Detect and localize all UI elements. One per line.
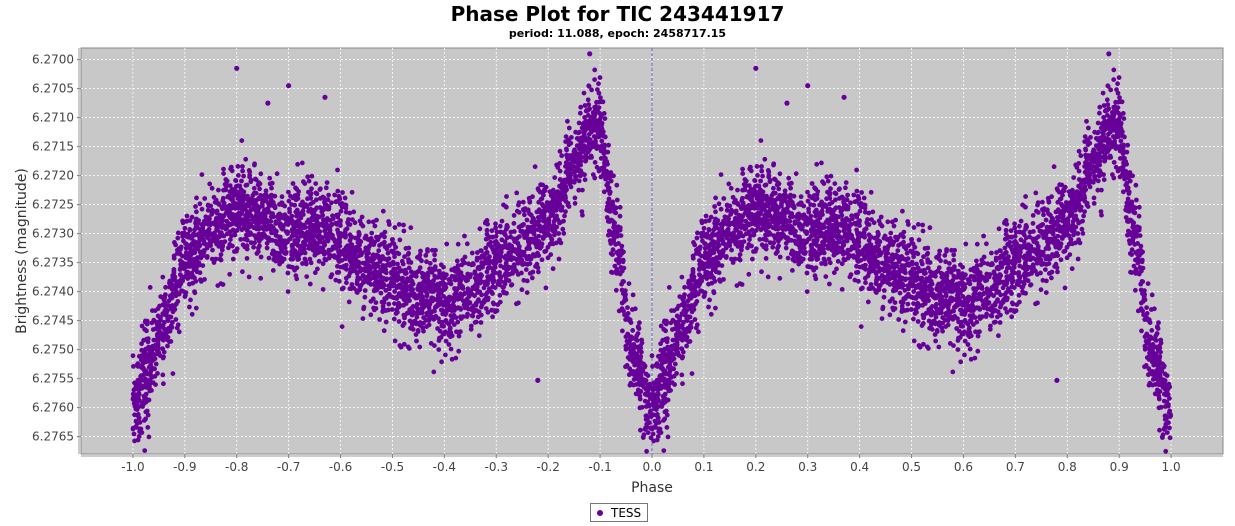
tess-outlier-point [1106, 51, 1112, 57]
x-tick-label: -0.9 [173, 460, 196, 474]
y-tick-label: 6.2760 [32, 401, 74, 415]
y-axis-title: Brightness (magnitude) [14, 168, 30, 334]
x-tick-label: 0.1 [694, 460, 713, 474]
y-tick-label: 6.2735 [32, 256, 74, 270]
y-tick-label: 6.2750 [32, 343, 74, 357]
y-tick-label: 6.2755 [32, 372, 74, 386]
x-tick-label: -0.2 [536, 460, 559, 474]
data-points [130, 51, 1174, 454]
tess-outlier-point [753, 65, 759, 71]
y-tick-label: 6.2740 [32, 285, 74, 299]
phase-plot: 6.2700 6.2705 6.2710 6.2715 6.2720 6.2725 6.27… [14, 47, 1224, 496]
x-tick-label: 0.3 [798, 460, 817, 474]
x-tick-label: 0.5 [902, 460, 921, 474]
tess-outlier-point [587, 51, 593, 57]
tess-outlier-point [322, 94, 328, 100]
x-tick-label: -0.6 [329, 460, 352, 474]
tess-outlier-point [805, 83, 811, 89]
x-tick-label: -1.0 [121, 460, 144, 474]
x-tick-label: 0.6 [954, 460, 973, 474]
axes: 6.2700 6.2705 6.2710 6.2715 6.2720 6.2725 6.27… [32, 48, 1223, 474]
y-tick-label: 6.2700 [32, 53, 74, 67]
tess-points [130, 67, 1174, 454]
x-tick-label: -0.4 [433, 460, 456, 474]
grid-lines [81, 48, 1223, 454]
x-tick-label: 1.0 [1162, 460, 1181, 474]
tess-outlier-point [1054, 377, 1060, 383]
y-tick-label: 6.2765 [32, 430, 74, 444]
x-tick-label: 0.9 [1110, 460, 1129, 474]
x-tick-label: 0.8 [1058, 460, 1077, 474]
x-tick-label: -0.8 [225, 460, 248, 474]
legend: TESS [590, 503, 649, 522]
y-tick-label: 6.2710 [32, 111, 74, 125]
x-tick-label: 0.2 [746, 460, 765, 474]
legend-marker-icon [597, 509, 603, 516]
y-tick-label: 6.2720 [32, 169, 74, 183]
tess-outlier-point [841, 94, 847, 100]
x-axis-title: Phase [631, 480, 673, 496]
x-tick-label: 0.0 [642, 460, 661, 474]
x-tick-label: -0.7 [277, 460, 300, 474]
x-tick-label: 0.7 [1006, 460, 1025, 474]
chart-subtitle: period: 11.088, epoch: 2458717.15 [508, 27, 727, 40]
tess-outlier-point [265, 100, 271, 106]
legend-label: TESS [611, 505, 642, 520]
tess-outlier-point [784, 100, 790, 106]
tess-outlier-point [286, 83, 292, 89]
y-tick-label: 6.2730 [32, 227, 74, 241]
x-tick-label: -0.3 [485, 460, 508, 474]
y-tick-label: 6.2705 [32, 82, 74, 96]
x-tick-label: -0.5 [381, 460, 404, 474]
y-tick-label: 6.2745 [32, 314, 74, 328]
x-tick-label: -0.1 [588, 460, 611, 474]
y-tick-label: 6.2725 [32, 198, 74, 212]
x-tick-label: 0.4 [850, 460, 869, 474]
tess-outlier-point [234, 65, 240, 71]
chart-title: Phase Plot for TIC 243441917 [450, 2, 785, 26]
y-tick-label: 6.2715 [32, 140, 74, 154]
tess-outlier-point [535, 377, 541, 383]
